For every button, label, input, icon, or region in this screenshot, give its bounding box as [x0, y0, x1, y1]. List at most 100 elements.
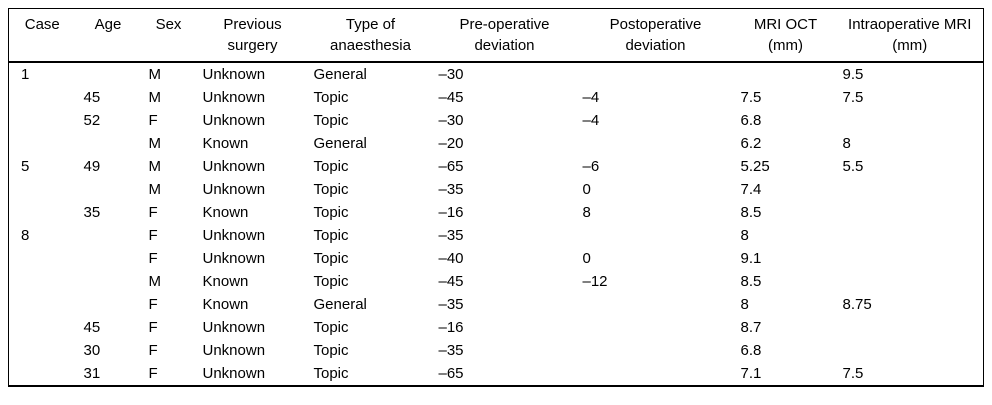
cell-sex: F [148, 112, 158, 129]
cell-mri-oct-mm: 9.1 [740, 250, 762, 267]
table-row: M Known General –20 6.2 8 [9, 132, 984, 155]
column-header-label: Pre-operative [459, 16, 550, 33]
cell-age [76, 132, 141, 155]
cell-intraoperative-mri-mm [837, 247, 984, 270]
cell-type-of-anaesthesia: Topic [313, 204, 349, 221]
cell-pre-operative-deviation: –65 [438, 158, 464, 175]
cell-case: 1 [21, 66, 30, 83]
table-row: F Unknown Topic –40 0 9.1 [9, 247, 984, 270]
cell-postoperative-deviation [577, 293, 735, 316]
cell-age: 45 [83, 89, 101, 106]
cell-intraoperative-mri-mm [837, 270, 984, 293]
cell-previous-surgery: Known [202, 273, 249, 290]
column-header-type-of-anaesthesia: Type of anaesthesia [309, 9, 433, 63]
cell-type-of-anaesthesia: Topic [313, 342, 349, 359]
column-header-label: Previous [223, 16, 282, 33]
cell-intraoperative-mri-mm: 8 [842, 135, 851, 152]
cell-case [9, 178, 76, 201]
cell-mri-oct-mm: 6.8 [740, 342, 762, 359]
cell-mri-oct-mm: 8.7 [740, 319, 762, 336]
table-row: F Known General –35 8 8.75 [9, 293, 984, 316]
cell-age [76, 247, 141, 270]
cell-previous-surgery: Known [202, 135, 249, 152]
cell-sex: M [148, 66, 162, 83]
column-header-intraoperative-mri-mm: Intraoperative MRI (mm) [837, 9, 984, 63]
cell-sex: F [148, 227, 158, 244]
cell-age [76, 178, 141, 201]
cell-pre-operative-deviation: –45 [438, 273, 464, 290]
cell-intraoperative-mri-mm: 7.5 [842, 365, 864, 382]
cell-sex: M [148, 89, 162, 106]
cell-case [9, 109, 76, 132]
column-header-case: Case [9, 9, 76, 63]
cell-age [76, 293, 141, 316]
column-header-label-line2: deviation [625, 37, 686, 54]
column-header-label-line2: deviation [474, 37, 535, 54]
column-header-label-line2: (mm) [892, 37, 928, 54]
cell-mri-oct-mm: 8 [740, 296, 749, 313]
cell-age [76, 270, 141, 293]
cell-postoperative-deviation: 0 [582, 250, 591, 267]
cell-previous-surgery: Unknown [202, 112, 266, 129]
cell-case [9, 247, 76, 270]
cell-sex: F [148, 204, 158, 221]
cell-intraoperative-mri-mm: 9.5 [842, 66, 864, 83]
column-header-sex: Sex [141, 9, 197, 63]
cell-case: 5 [21, 158, 30, 175]
column-header-label-line2 [11, 35, 74, 56]
cell-age: 31 [83, 365, 101, 382]
cell-age: 49 [83, 158, 101, 175]
cell-previous-surgery: Unknown [202, 181, 266, 198]
cell-intraoperative-mri-mm: 5.5 [842, 158, 864, 175]
column-header-label-line2 [78, 35, 139, 56]
cell-postoperative-deviation: –4 [582, 89, 600, 106]
cell-mri-oct-mm: 7.5 [740, 89, 762, 106]
cell-postoperative-deviation [577, 62, 735, 86]
cell-pre-operative-deviation: –35 [438, 227, 464, 244]
cell-previous-surgery: Unknown [202, 342, 266, 359]
cell-pre-operative-deviation: –35 [438, 296, 464, 313]
cell-type-of-anaesthesia: Topic [313, 273, 349, 290]
column-header-label: Intraoperative MRI [848, 16, 972, 33]
cell-mri-oct-mm: 8.5 [740, 204, 762, 221]
cell-sex: M [148, 273, 162, 290]
cell-previous-surgery: Known [202, 204, 249, 221]
column-header-label: MRI OCT [753, 16, 818, 33]
cell-type-of-anaesthesia: General [313, 296, 367, 313]
cell-postoperative-deviation [577, 362, 735, 386]
cell-mri-oct-mm: 6.8 [740, 112, 762, 129]
column-header-label-line2: anaesthesia [330, 37, 411, 54]
cell-pre-operative-deviation: –40 [438, 250, 464, 267]
cell-previous-surgery: Unknown [202, 89, 266, 106]
cell-case [9, 316, 76, 339]
cell-case [9, 293, 76, 316]
cell-mri-oct-mm: 6.2 [740, 135, 762, 152]
cell-pre-operative-deviation: –35 [438, 342, 464, 359]
cell-type-of-anaesthesia: Topic [313, 112, 349, 129]
table-row: 45 M Unknown Topic –45 –4 7.5 7.5 [9, 86, 984, 109]
column-header-label-line2: (mm) [768, 37, 803, 54]
cell-mri-oct-mm: 8 [740, 227, 749, 244]
cell-previous-surgery: Known [202, 296, 249, 313]
cell-sex: M [148, 135, 162, 152]
column-header-postoperative-deviation: Postoperative deviation [577, 9, 735, 63]
cell-pre-operative-deviation: –20 [438, 135, 464, 152]
cell-intraoperative-mri-mm [837, 316, 984, 339]
column-header-label: Type of [345, 16, 396, 33]
table-row: 5 49 M Unknown Topic –65 –6 5.25 5.5 [9, 155, 984, 178]
cell-intraoperative-mri-mm [837, 109, 984, 132]
cell-case [9, 339, 76, 362]
table-row: 31 F Unknown Topic –65 7.1 7.5 [9, 362, 984, 386]
cell-postoperative-deviation [577, 132, 735, 155]
cell-sex: F [148, 250, 158, 267]
cell-pre-operative-deviation: –30 [438, 112, 464, 129]
cell-type-of-anaesthesia: General [313, 66, 367, 83]
cell-type-of-anaesthesia: Topic [313, 181, 349, 198]
cell-mri-oct-mm: 7.4 [740, 181, 762, 198]
cell-sex: F [148, 319, 158, 336]
clinical-cases-table: Case Age Sex Previous surgery Type of [8, 8, 984, 387]
cell-postoperative-deviation: 8 [582, 204, 591, 221]
cell-intraoperative-mri-mm: 7.5 [842, 89, 864, 106]
cell-type-of-anaesthesia: Topic [313, 89, 349, 106]
